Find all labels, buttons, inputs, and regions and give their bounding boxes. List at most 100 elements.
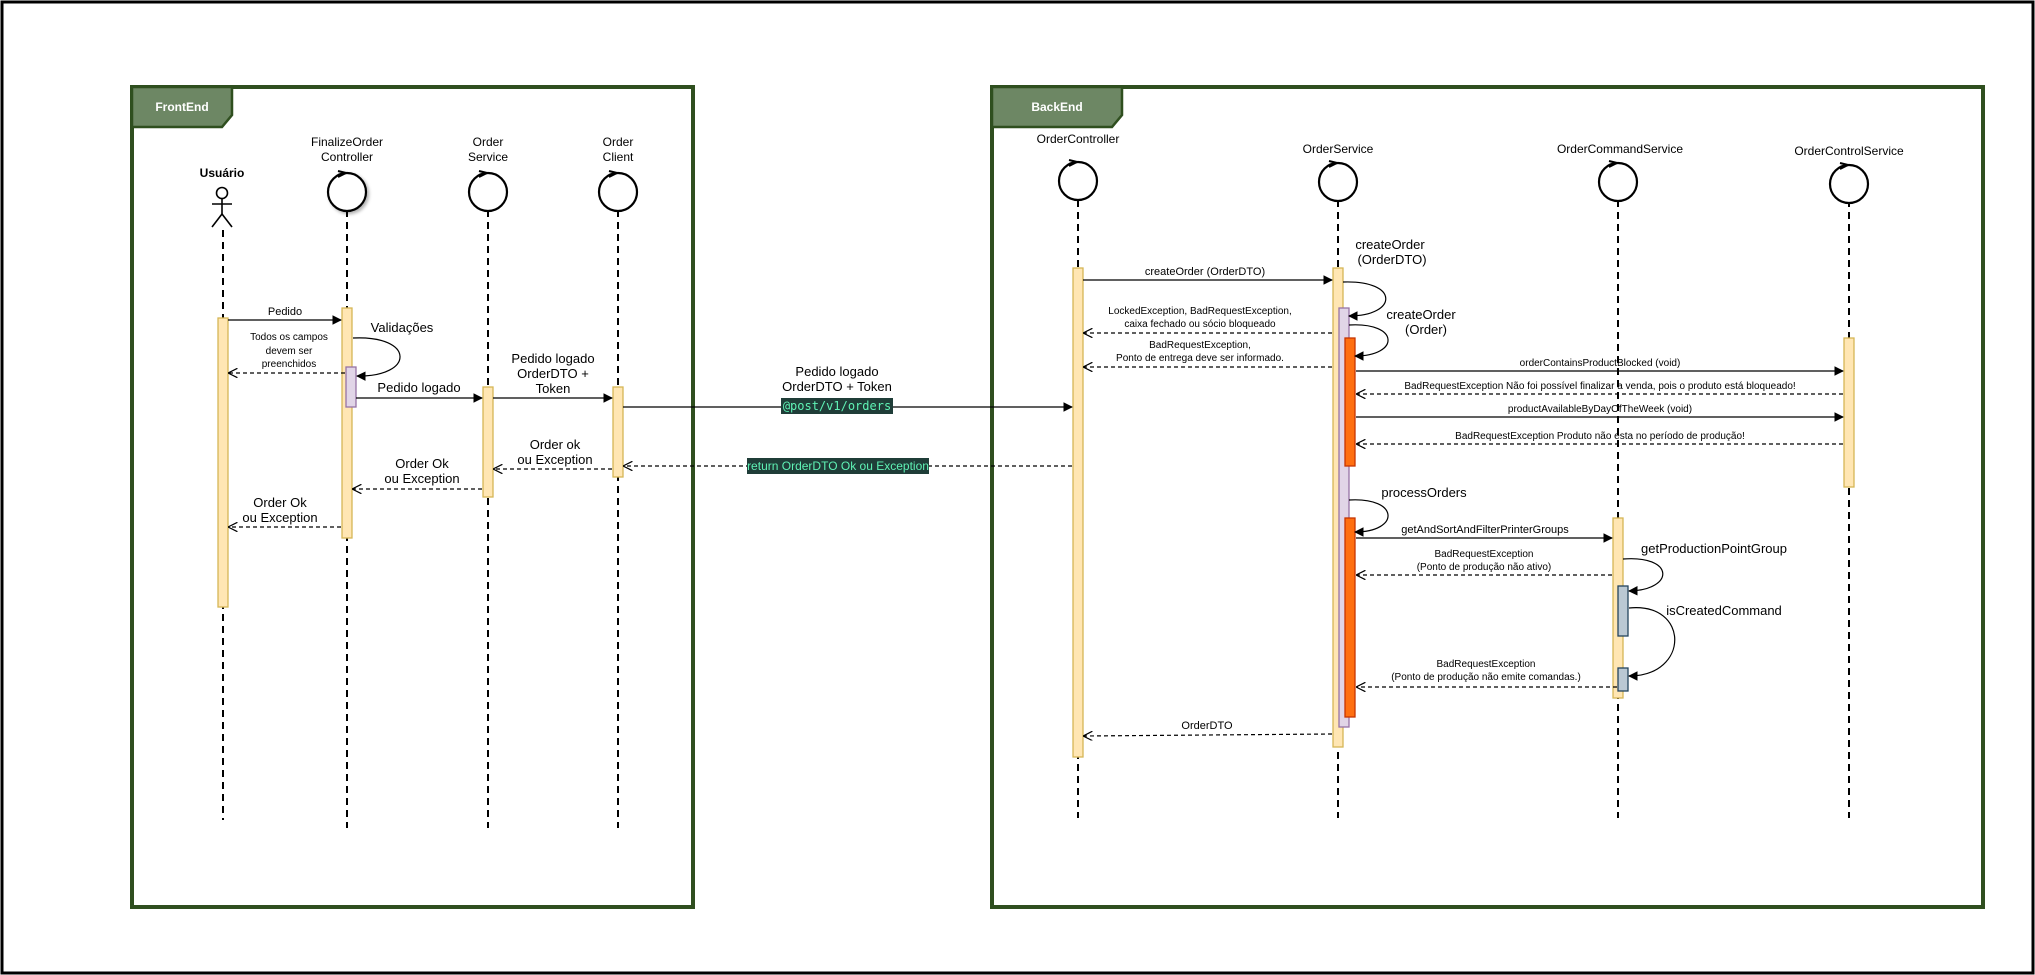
msg-self-create-order-dto: createOrder (OrderDTO) — [1342, 237, 1427, 321]
order-command-service-label: OrderCommandService — [1557, 142, 1683, 156]
msg-pedido: Pedido — [228, 306, 342, 325]
msg-todos-campos-label-3: preenchidos — [262, 359, 316, 370]
actor-user-label: Usuário — [200, 166, 245, 180]
activation-order-service-fe — [482, 386, 494, 498]
msg-validacoes-label: Validações — [371, 320, 434, 335]
activation-create-order-orange — [1344, 337, 1356, 467]
msg-bad-request-comandas: BadRequestException (Ponto de produção n… — [1357, 659, 1617, 687]
order-service-fe-label-2: Service — [468, 150, 508, 164]
finalize-controller-label-1: FinalizeOrder — [311, 135, 383, 149]
msg-order-ok-user: Order Ok ou Exception — [229, 495, 341, 527]
msg-locked-exception-label-2: caixa fechado ou sócio bloqueado — [1124, 319, 1276, 330]
msg-order-dto-return: OrderDTO — [1084, 720, 1333, 736]
msg-bad-request-nao-ativo: BadRequestException (Ponto de produção n… — [1357, 549, 1612, 575]
control-icon — [1597, 160, 1639, 203]
activation-created-command-gray — [1617, 667, 1629, 692]
msg-bad-request-nao-ativo-label-2: (Ponto de produção não ativo) — [1417, 562, 1552, 573]
head-finalize-controller: FinalizeOrder Controller — [311, 135, 383, 213]
msg-cross-request-label-2: OrderDTO + Token — [782, 379, 892, 394]
control-icon — [326, 170, 368, 213]
msg-locked-exception: LockedException, BadRequestException, ca… — [1084, 306, 1332, 333]
msg-todos-campos: Todos os campos devem ser preenchidos — [229, 332, 345, 373]
activations — [217, 267, 1855, 758]
msg-bad-request-comandas-label-1: BadRequestException — [1437, 659, 1536, 670]
msg-pedido-logado-1-label: Pedido logado — [377, 380, 460, 395]
msg-process-orders-label: processOrders — [1381, 485, 1467, 500]
msg-get-and-sort: getAndSortAndFilterPrinterGroups — [1356, 524, 1613, 543]
order-client-label-2: Client — [603, 150, 634, 164]
msg-order-ok-user-label-1: Order Ok — [253, 495, 307, 510]
frontend-tab-label: FrontEnd — [155, 100, 208, 114]
frontend-tab — [130, 85, 234, 129]
msg-bad-request-periodo-label: BadRequestException Produto não esta no … — [1455, 431, 1745, 442]
msg-self-create-order-label-2: (Order) — [1405, 322, 1447, 337]
msg-is-created-command-label: isCreatedCommand — [1666, 603, 1782, 618]
finalize-controller-label-2: Controller — [321, 150, 373, 164]
msg-order-contains-blocked: orderContainsProductBlocked (void) — [1356, 358, 1844, 376]
order-control-service-label: OrderControlService — [1794, 144, 1904, 158]
msg-todos-campos-label-1: Todos os campos — [250, 332, 328, 343]
msg-order-ok-service-label-1: Order Ok — [395, 456, 449, 471]
endpoint-label: @post/v1/orders — [783, 399, 891, 413]
msg-bad-request-ponto-label-2: Ponto de entrega deve ser informado. — [1116, 353, 1284, 364]
order-service-label: OrderService — [1303, 142, 1374, 156]
msg-pedido-logado-2-label-2: OrderDTO + — [517, 366, 589, 381]
msg-order-ok-client-label-2: ou Exception — [517, 452, 592, 467]
msg-todos-campos-label-2: devem ser — [266, 346, 313, 357]
msg-bad-request-bloqueado-label: BadRequestException Não foi possível fin… — [1404, 381, 1795, 392]
activation-order-controller — [1072, 267, 1084, 758]
msg-order-ok-client-label-1: Order ok — [530, 437, 581, 452]
frontend-frame: FrontEnd — [130, 85, 695, 909]
activation-order-control-service — [1843, 337, 1855, 488]
msg-bad-request-bloqueado: BadRequestException Não foi possível fin… — [1357, 381, 1843, 394]
msg-order-contains-blocked-label: orderContainsProductBlocked (void) — [1520, 358, 1681, 369]
msg-cross-request-label-1: Pedido logado — [795, 364, 878, 379]
head-order-service: OrderService — [1303, 142, 1374, 203]
msg-pedido-logado-2-label-1: Pedido logado — [511, 351, 594, 366]
return-label: return OrderDTO Ok ou Exception — [747, 459, 929, 473]
msg-bad-request-ponto-label-1: BadRequestException, — [1149, 340, 1251, 351]
activation-production-point-gray — [1617, 585, 1629, 637]
backend-tab-label: BackEnd — [1031, 100, 1082, 114]
msg-pedido-label: Pedido — [268, 306, 302, 318]
msg-locked-exception-label-1: LockedException, BadRequestException, — [1108, 306, 1291, 317]
stick-figure-icon — [211, 186, 233, 228]
msg-cross-request: Pedido logado OrderDTO + Token @post/v1/… — [623, 364, 1073, 414]
msg-create-order-dto: createOrder (OrderDTO) — [1083, 266, 1333, 285]
msg-pedido-logado-1: Pedido logado — [356, 380, 483, 403]
head-order-client: Order Client — [597, 135, 639, 213]
activation-order-client — [612, 386, 624, 478]
msg-get-and-sort-label: getAndSortAndFilterPrinterGroups — [1401, 524, 1569, 536]
msg-order-ok-user-label-2: ou Exception — [242, 510, 317, 525]
msg-create-order-dto-label: createOrder (OrderDTO) — [1145, 266, 1265, 278]
msg-cross-return: return OrderDTO Ok ou Exception — [624, 458, 1072, 474]
activation-process-orders-orange — [1344, 517, 1356, 718]
msg-self-create-order-dto-label-2: (OrderDTO) — [1357, 252, 1426, 267]
endpoint-badge — [781, 398, 893, 414]
control-icon — [467, 170, 509, 213]
msg-is-created-command: isCreatedCommand — [1628, 603, 1782, 681]
actor-user: Usuário — [200, 166, 245, 228]
msg-product-available-label: productAvailableByDayOfTheWeek (void) — [1508, 404, 1692, 415]
msg-order-dto-return-label: OrderDTO — [1181, 720, 1233, 732]
msg-self-create-order-dto-label-1: createOrder — [1355, 237, 1425, 252]
return-badge — [747, 458, 929, 474]
control-icon — [1057, 159, 1099, 202]
msg-get-production-point: getProductionPointGroup — [1622, 541, 1787, 596]
msg-bad-request-comandas-label-2: (Ponto de produção não emite comandas.) — [1391, 672, 1581, 683]
order-controller-label: OrderController — [1037, 132, 1120, 146]
msg-process-orders: processOrders — [1348, 485, 1467, 537]
msg-bad-request-ponto: BadRequestException, Ponto de entrega de… — [1084, 340, 1332, 367]
msg-pedido-logado-2-label-3: Token — [536, 381, 571, 396]
msg-pedido-logado-2: Pedido logado OrderDTO + Token — [493, 351, 613, 403]
msg-bad-request-periodo: BadRequestException Produto não esta no … — [1357, 431, 1843, 444]
msg-self-create-order: createOrder (Order) — [1348, 307, 1456, 361]
control-icon — [597, 170, 639, 213]
control-icon — [1317, 160, 1359, 203]
control-icon — [1828, 162, 1870, 205]
backend-tab — [990, 85, 1124, 129]
msg-get-production-point-label: getProductionPointGroup — [1641, 541, 1787, 556]
head-order-service-fe: Order Service — [467, 135, 509, 213]
msg-order-ok-service-label-2: ou Exception — [384, 471, 459, 486]
